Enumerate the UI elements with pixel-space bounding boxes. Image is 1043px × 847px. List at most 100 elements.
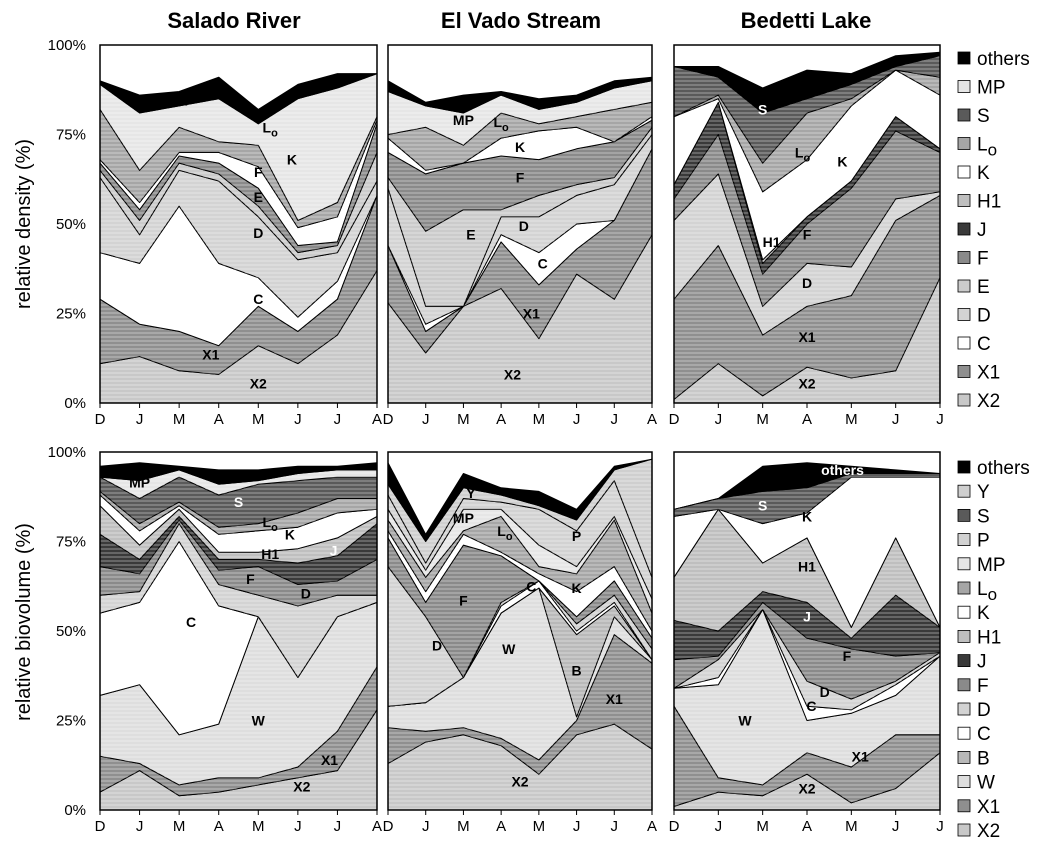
legend-swatch-P: [957, 533, 971, 546]
panel-frame: [387, 451, 653, 811]
legend-swatch-X2: [957, 393, 971, 407]
area-texture-W: [388, 588, 652, 760]
x-tick-label: A: [802, 818, 812, 835]
area-texture-Lo: [100, 109, 377, 228]
panel-frame: [387, 44, 653, 404]
legend-swatch-MP: [957, 557, 971, 571]
area-label-D: D: [301, 585, 311, 601]
area-texture-MP: [388, 509, 652, 614]
area-label-C: C: [538, 255, 548, 271]
legend-label-K: K: [977, 163, 990, 184]
x-tick-label: A: [496, 411, 506, 428]
x-tick-label: M: [533, 411, 546, 428]
area-texture-Y: [388, 459, 652, 578]
y-tick-label-0pct: 0%: [64, 802, 86, 819]
legend-label-others: others: [977, 49, 1030, 70]
area-label-H1: H1: [798, 559, 816, 575]
area-label-others: others: [821, 462, 864, 478]
y-tick-label-50pct: 50%: [56, 216, 86, 233]
legend-label-X2: X2: [977, 391, 1000, 412]
area-texture-X2: [388, 724, 652, 810]
x-tick-label: J: [936, 411, 944, 428]
x-tick-label: J: [422, 818, 430, 835]
legend-swatch-B: [957, 751, 971, 764]
x-tick-label: M: [457, 818, 470, 835]
x-tick-label: M: [252, 818, 265, 835]
x-tick-label: A: [647, 818, 657, 835]
area-texture-Lo: [100, 491, 377, 535]
x-tick-label: M: [756, 818, 769, 835]
x-tick-label: D: [669, 818, 680, 835]
area-texture-S: [100, 477, 377, 528]
legend-swatch-W: [957, 775, 971, 788]
area-label-K: K: [515, 139, 525, 155]
area-label-S: S: [758, 498, 767, 514]
area-texture-F: [674, 602, 940, 699]
area-texture-P: [388, 480, 652, 599]
area-texture-F: [100, 520, 377, 606]
area-label-X1: X1: [852, 748, 869, 764]
area-label-D: D: [802, 275, 812, 291]
legend-swatch-X1: [957, 799, 971, 813]
legend-label-E: E: [977, 277, 990, 298]
area-label-D: D: [820, 684, 830, 700]
area-label-X2: X2: [293, 779, 310, 795]
area-texture-X1: [388, 148, 652, 353]
y-tick-label-100pct: 100%: [48, 37, 86, 54]
legend-swatch-K: [957, 165, 971, 179]
legend-swatch-S: [957, 108, 971, 122]
x-tick-label: A: [496, 818, 506, 835]
legend-swatch-others: [957, 460, 971, 474]
area-label-F: F: [254, 164, 263, 180]
area-label-F: F: [803, 227, 812, 243]
x-tick-label: J: [334, 818, 342, 835]
legend-label-S: S: [977, 106, 990, 127]
area-texture-W: [100, 602, 377, 785]
area-label-X2: X2: [504, 366, 521, 382]
area-texture-J: [100, 516, 377, 585]
x-tick-label: J: [715, 818, 723, 835]
x-tick-label: D: [669, 411, 680, 428]
area-label-H1: H1: [763, 234, 781, 250]
legend-swatch-C: [957, 726, 971, 740]
area-texture-X1: [100, 666, 377, 796]
area-label-E: E: [466, 227, 475, 243]
area-label-X1: X1: [321, 752, 338, 768]
y-tick-label-75pct: 75%: [56, 534, 86, 551]
y-axis-label-density: relative density (%): [13, 139, 35, 309]
legend-label-P: P: [977, 531, 990, 552]
x-tick-label: J: [892, 818, 900, 835]
legend-swatch-X2: [957, 823, 971, 837]
panel-title-el-vado: El Vado Stream: [441, 8, 601, 33]
area-texture-Lo: [674, 70, 940, 192]
area-others: [99, 73, 378, 125]
area-label-F: F: [843, 648, 852, 664]
area-label-J: J: [803, 609, 811, 625]
area-label-H1: H1: [261, 546, 279, 562]
legend-label-X2: X2: [977, 821, 1000, 842]
area-texture-X2: [100, 270, 377, 403]
y-tick-label-0pct: 0%: [64, 395, 86, 412]
x-tick-label: J: [715, 411, 723, 428]
x-tick-label: J: [334, 411, 342, 428]
y-tick-label-25pct: 25%: [56, 306, 86, 323]
panel-frame: [99, 44, 378, 404]
legend-label-H1: H1: [977, 192, 1001, 213]
area-label-W: W: [738, 713, 752, 729]
legend-label-W: W: [977, 773, 995, 794]
legend-label-Lo: Lo: [977, 579, 997, 604]
y-tick-label-50pct: 50%: [56, 623, 86, 640]
legend-label-F: F: [977, 249, 989, 270]
area-label-K: K: [837, 153, 847, 169]
area-label-C: C: [806, 698, 816, 714]
x-tick-label: A: [214, 818, 224, 835]
legend-label-C: C: [977, 724, 991, 745]
area-texture-X1: [388, 634, 652, 775]
x-tick-label: A: [647, 411, 657, 428]
